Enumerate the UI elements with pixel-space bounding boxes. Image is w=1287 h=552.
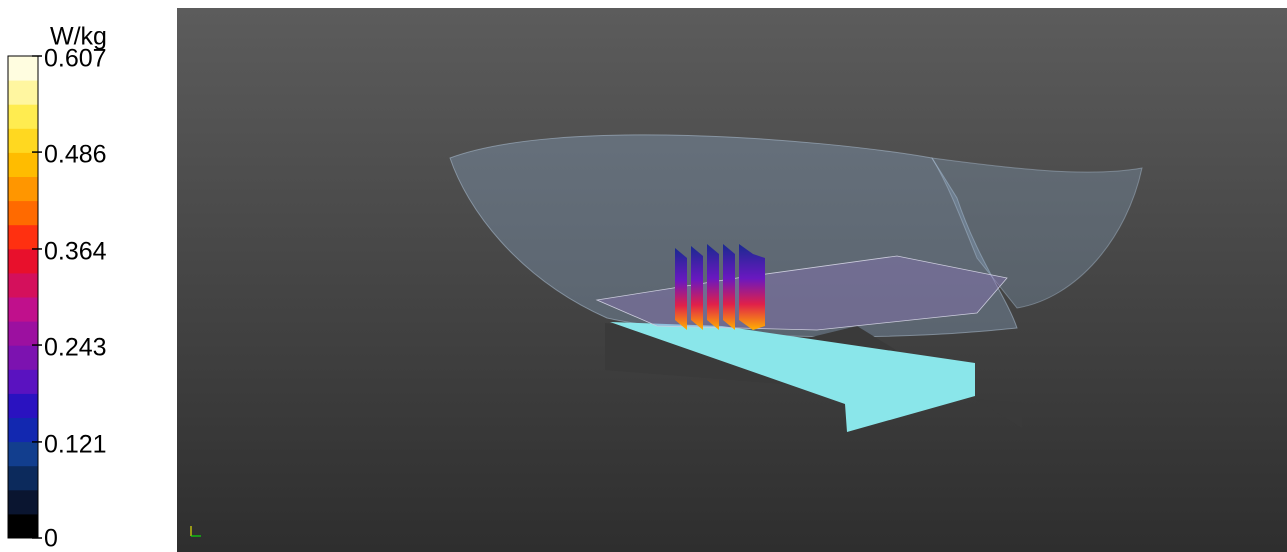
- colorbar-tick-label: 0: [44, 525, 58, 552]
- colorbar-segment: [8, 152, 38, 177]
- colorbar-tick-label: 0.607: [44, 45, 107, 73]
- axis-triad: [190, 526, 201, 537]
- colorbar-segment: [8, 489, 38, 515]
- colorbar-segment: [8, 393, 38, 418]
- colorbar-segment: [8, 369, 38, 394]
- colorbar-segment: [8, 465, 38, 491]
- colorbar-unit: W/kg: [50, 23, 107, 51]
- hull: [449, 134, 1018, 338]
- colorbar-segment: [8, 200, 38, 226]
- colorbar-tick-label: 0.243: [44, 334, 107, 362]
- colorbar-segment: [8, 224, 38, 250]
- colorbar-segment: [8, 417, 38, 443]
- colorbar-tick-label: 0.121: [44, 431, 107, 459]
- colorbar-segment: [8, 176, 38, 202]
- colorbar-segment: [8, 272, 38, 298]
- colorbar-segment: [8, 441, 38, 467]
- colorbar-segment: [8, 297, 38, 322]
- colorbar-tick-label: 0.486: [44, 141, 107, 169]
- colorbar-segment: [8, 128, 38, 153]
- colorbar: W/kg 0 0.121 0.243 0.364 0.486 0.607: [7, 23, 107, 552]
- 3d-view: [177, 8, 1287, 552]
- colorbar-segment: [8, 513, 38, 539]
- hull-tail: [931, 157, 1143, 309]
- colorbar-tick-label: 0.364: [44, 238, 107, 266]
- field-plates: [675, 244, 765, 330]
- colorbar-segment: [8, 345, 38, 370]
- colorbar-segment: [8, 104, 38, 129]
- colorbar-segment: [8, 321, 38, 346]
- colorbar-frame: [7, 55, 39, 539]
- colorbar-segment: [8, 80, 38, 105]
- colorbar-segment: [8, 248, 38, 274]
- colorbar-segment: [8, 56, 38, 81]
- block-top: [610, 322, 975, 432]
